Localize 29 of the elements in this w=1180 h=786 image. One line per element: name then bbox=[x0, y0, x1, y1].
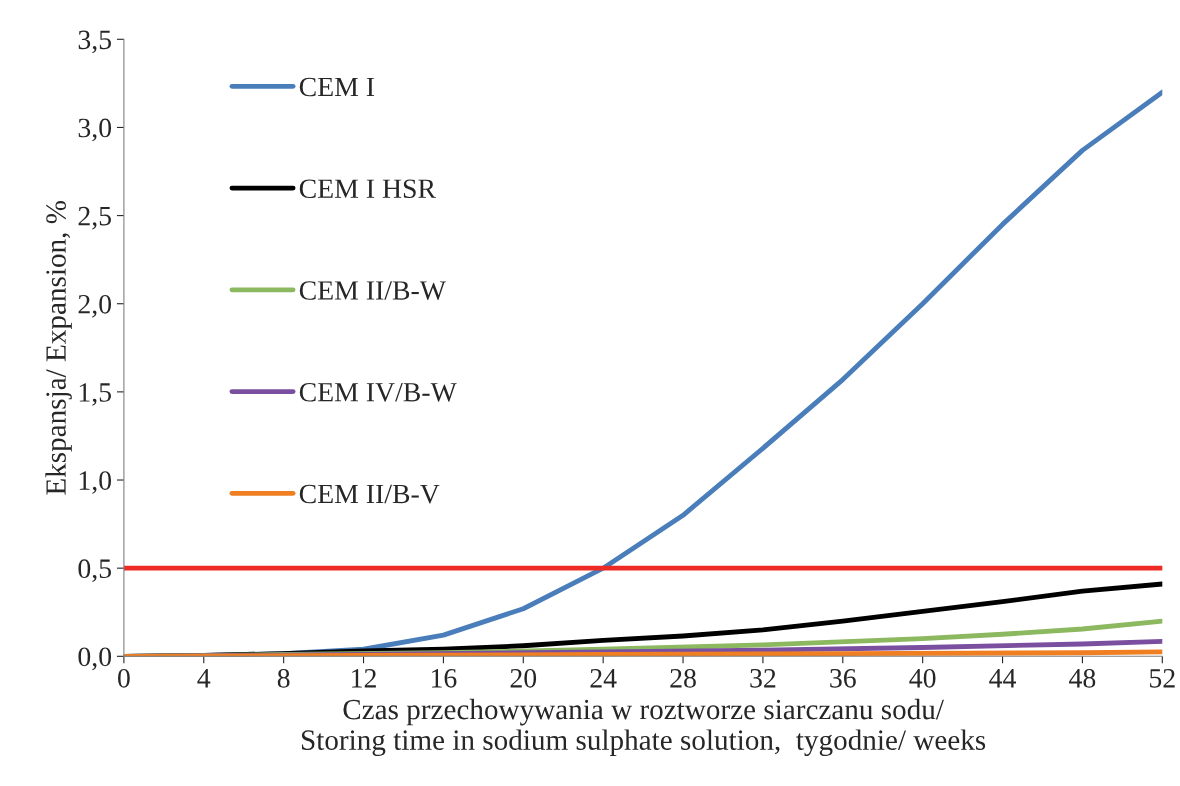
y-tick-label: 3,5 bbox=[78, 30, 112, 54]
y-tick-label: 2,0 bbox=[78, 294, 112, 318]
y-tick-label: 3,0 bbox=[78, 118, 112, 142]
legend-label: CEM IV/B-W bbox=[299, 382, 457, 402]
x-tick-label: 24 bbox=[590, 669, 617, 688]
x-tick-label: 40 bbox=[909, 668, 936, 688]
x-tick-label: 0 bbox=[118, 668, 130, 688]
x-tick-label: 4 bbox=[197, 669, 211, 688]
x-tick-label: 44 bbox=[989, 669, 1016, 688]
x-tick-label: 36 bbox=[830, 669, 856, 688]
x-tick-label: 52 bbox=[1150, 669, 1175, 688]
y-tick-label: 1,0 bbox=[79, 471, 112, 494]
x-tick-label: 12 bbox=[352, 669, 376, 688]
y-tick-label: 0,5 bbox=[78, 559, 112, 583]
x-tick-label: 8 bbox=[277, 668, 290, 688]
legend-label: CEM I bbox=[299, 77, 375, 97]
x-tick-label: 32 bbox=[750, 669, 776, 688]
x-axis-title: Czas przechowywania w roztworze siarczanu sodu/ Storing time in sodium sulphate solution, tygodnie/ weeks bbox=[301, 698, 986, 756]
y-tick-label: 0,0 bbox=[78, 647, 112, 671]
x-tick-label: 48 bbox=[1069, 668, 1096, 688]
y-tick-label: 2,5 bbox=[78, 206, 112, 230]
y-tick-label: 1,5 bbox=[79, 383, 112, 406]
x-tick-label: 28 bbox=[670, 668, 696, 688]
legend-label: CEM II/B-V bbox=[299, 484, 440, 504]
legend-label: CEM II/B-W bbox=[299, 281, 446, 300]
legend-label: CEM I HSR bbox=[299, 179, 436, 199]
x-tick-label: 16 bbox=[431, 669, 457, 688]
y-axis-title: Ekspansja/ Expansion, % bbox=[45, 200, 72, 495]
x-tick-label: 20 bbox=[510, 668, 537, 688]
